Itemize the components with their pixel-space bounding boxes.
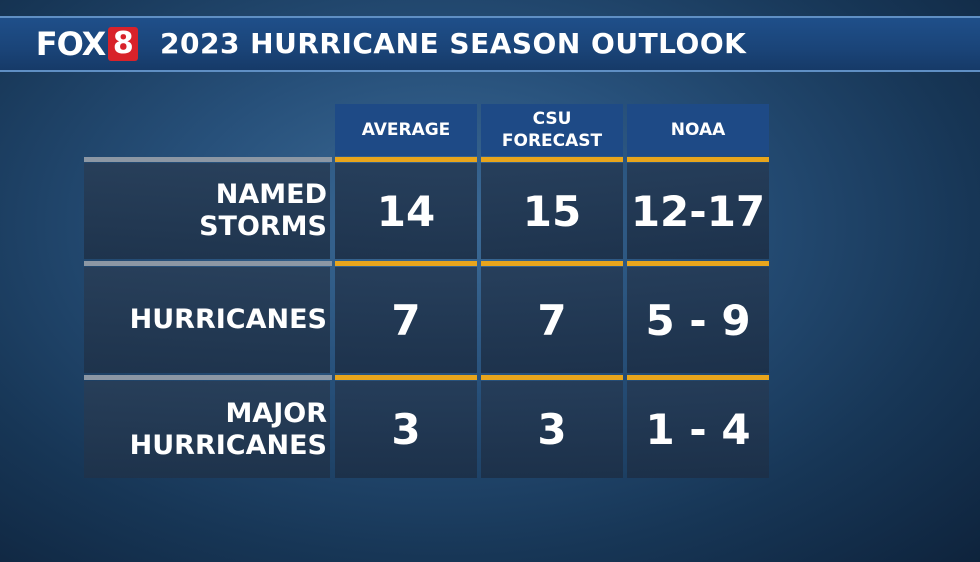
row-divider <box>627 261 769 266</box>
cell-named-storms-csu: 15 <box>481 163 623 259</box>
cell-hurricanes-average: 7 <box>335 267 477 373</box>
row-divider <box>481 375 623 380</box>
row-divider <box>84 261 332 266</box>
column-header-average: AVERAGE <box>335 104 477 156</box>
cell-hurricanes-noaa: 5 - 9 <box>627 267 769 373</box>
row-label-named-storms: NAMED STORMS <box>84 163 330 259</box>
row-label-major-hurricanes: MAJOR HURRICANES <box>84 381 330 478</box>
cell-hurricanes-csu: 7 <box>481 267 623 373</box>
logo-fox-text: FOX <box>35 25 107 63</box>
row-label-hurricanes: HURRICANES <box>84 267 330 373</box>
row-divider <box>335 157 477 162</box>
row-divider <box>335 375 477 380</box>
row-divider <box>627 375 769 380</box>
fox8-logo: FOX 8 <box>29 24 145 64</box>
row-divider <box>335 261 477 266</box>
row-divider <box>84 157 332 162</box>
row-divider <box>627 157 769 162</box>
row-divider <box>481 261 623 266</box>
cell-named-storms-noaa: 12-17 <box>627 163 769 259</box>
cell-major-hurricanes-csu: 3 <box>481 381 623 478</box>
cell-major-hurricanes-noaa: 1 - 4 <box>627 381 769 478</box>
cell-named-storms-average: 14 <box>335 163 477 259</box>
row-divider <box>84 375 332 380</box>
page-title: 2023 HURRICANE SEASON OUTLOOK <box>160 27 747 60</box>
title-bar: FOX 8 2023 HURRICANE SEASON OUTLOOK <box>0 16 980 72</box>
column-header-noaa: NOAA <box>627 104 769 156</box>
row-divider <box>481 157 623 162</box>
column-header-csu-forecast: CSU FORECAST <box>481 104 623 156</box>
logo-number: 8 <box>108 27 139 61</box>
cell-major-hurricanes-average: 3 <box>335 381 477 478</box>
